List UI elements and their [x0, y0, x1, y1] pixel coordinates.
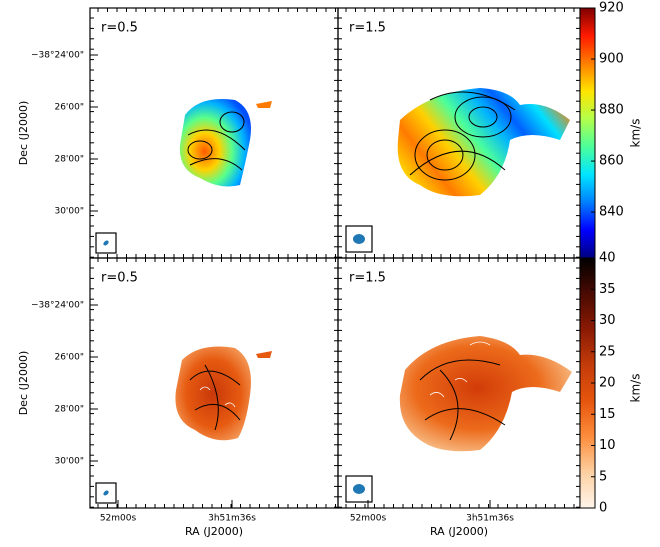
colorbar-label: km/s: [629, 374, 643, 403]
panel-label: r=1.5: [349, 21, 386, 36]
y-tick-label: 30'00": [54, 207, 84, 217]
map-image: [397, 88, 570, 197]
beam: [95, 232, 117, 254]
colorbar-tick-label: 15: [599, 407, 616, 422]
panel-label: r=0.5: [101, 271, 138, 286]
y-axis-label: Dec (J2000): [17, 351, 30, 416]
colorbar-tick-label: 880: [599, 103, 624, 118]
colorbar-label: km/s: [629, 119, 643, 148]
colorbar-tick-label: 860: [599, 154, 624, 169]
y-tick-label: 26'00": [54, 103, 84, 113]
x-axis-label: RA (J2000): [185, 525, 243, 538]
colorbar-tick-label: 25: [599, 344, 616, 359]
colorbar-tick-label: 840: [599, 205, 624, 220]
y-tick-label: 30'00": [54, 457, 84, 467]
colorbar-tick-label: 5: [599, 469, 607, 484]
colorbar-tick-label: 40: [599, 251, 616, 266]
y-tick-label: −38°24'00": [31, 51, 84, 61]
map-image: [175, 346, 272, 441]
beam: [95, 482, 117, 504]
map-image: [399, 336, 572, 452]
beam: [345, 475, 373, 503]
y-axis-label: Dec (J2000): [17, 101, 30, 166]
panel-label: r=1.5: [349, 271, 386, 286]
y-tick-label: −38°24'00": [31, 301, 84, 311]
map-image: [179, 99, 272, 187]
colorbar-tick-label: 900: [599, 52, 624, 67]
colorbar-tick-label: 0: [599, 501, 607, 516]
x-axis-label: RA (J2000): [430, 525, 488, 538]
colorbar-tick-label: 920: [599, 1, 624, 16]
colorbar-tick-label: 35: [599, 282, 616, 297]
beam: [345, 225, 373, 253]
colorbar-tick-label: 20: [599, 376, 616, 391]
y-tick-label: 28'00": [54, 405, 84, 415]
y-tick-label: 26'00": [54, 353, 84, 363]
panel-label: r=0.5: [101, 21, 138, 36]
x-tick-label: 3h51m36s: [466, 514, 514, 524]
colorbar: [579, 7, 596, 259]
x-tick-label: 52m00s: [100, 514, 137, 524]
y-tick-label: 28'00": [54, 155, 84, 165]
colorbar-tick-label: 10: [599, 438, 616, 453]
x-tick-label: 3h51m36s: [208, 514, 256, 524]
colorbar-tick-label: 30: [599, 313, 616, 328]
x-tick-label: 52m00s: [350, 514, 387, 524]
